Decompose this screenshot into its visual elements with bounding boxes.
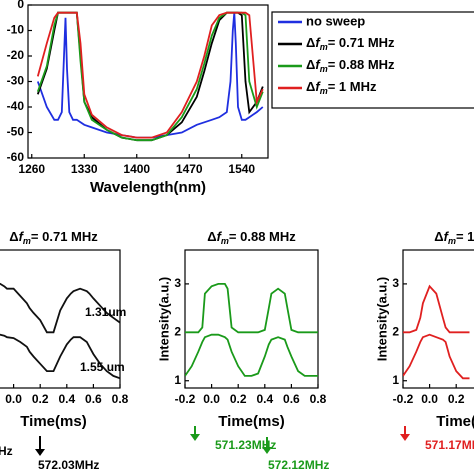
x-tick-label: 1260 <box>18 162 45 176</box>
series-line <box>403 333 470 380</box>
y-tick-label: 0 <box>17 0 24 11</box>
plot-frame <box>184 249 319 389</box>
x-tick-label: 0.2 <box>448 392 465 406</box>
series-line <box>36 12 264 139</box>
x-tick-label: 0.0 <box>203 392 220 406</box>
x-axis-label: Time(ms) <box>218 413 284 430</box>
annotation: 572.03MHz <box>38 458 99 472</box>
x-axis-label: Time(ms) <box>436 413 474 430</box>
x-tick-label: 0.6 <box>85 392 102 406</box>
legend-label: Δfm= 1 MHz <box>306 79 377 96</box>
legend-box <box>271 11 474 109</box>
series-line <box>36 11 264 142</box>
x-axis-label: Wavelength(nm) <box>90 179 206 196</box>
series-line <box>36 11 264 139</box>
series-line <box>0 282 120 334</box>
x-tick-label: 0.2 <box>32 392 49 406</box>
y-tick-label: 2 <box>392 324 399 338</box>
arrows <box>35 426 410 456</box>
series-line <box>0 333 120 380</box>
series-line <box>185 283 318 334</box>
plot-frame <box>0 249 121 389</box>
legend-label: Δfm= 0.71 MHz <box>306 35 395 52</box>
x-tick-label: 0.2 <box>230 392 247 406</box>
plot-frame <box>27 4 269 159</box>
y-tick-label: 2 <box>174 324 181 338</box>
y-tick-label: -30 <box>7 74 25 88</box>
annotation: 1.31um <box>85 305 126 319</box>
x-tick-label: 0.0 <box>5 392 22 406</box>
y-tick-label: 1 <box>174 373 181 387</box>
x-axis-label: Time(ms) <box>20 413 86 430</box>
x-tick-label: 1400 <box>123 162 150 176</box>
y-tick-label: -50 <box>7 125 25 139</box>
legend-label: Δfm= 0.88 MHz <box>306 57 395 74</box>
panel-title: Δfm= 1 MHz <box>434 229 474 246</box>
y-tick-label: -60 <box>7 150 25 164</box>
series-line <box>185 333 318 377</box>
x-tick-label: 0.6 <box>283 392 300 406</box>
x-tick-label: 1330 <box>71 162 98 176</box>
annotation: 1.55 um <box>80 360 125 374</box>
annotation: 571.17MHz <box>425 438 474 452</box>
plot-frame <box>402 249 474 389</box>
annotation: 572.12MHz <box>268 458 329 472</box>
x-tick-label: 0.4 <box>58 392 75 406</box>
y-axis-label: Intensity(a.u.) <box>374 277 389 362</box>
y-axis-label: Intensity(a.u.) <box>156 277 171 362</box>
x-tick-label: 0.8 <box>112 392 129 406</box>
x-tick-label: 0.8 <box>310 392 327 406</box>
y-tick-label: 3 <box>392 276 399 290</box>
series-line <box>36 11 264 142</box>
x-tick-label: 1470 <box>176 162 203 176</box>
y-tick-label: 1 <box>392 373 399 387</box>
x-tick-label: -0.2 <box>175 392 196 406</box>
x-tick-label: -0.2 <box>393 392 414 406</box>
panel-title: Δfm= 0.88 MHz <box>207 229 296 246</box>
x-tick-label: 1540 <box>228 162 255 176</box>
y-tick-label: -40 <box>7 99 25 113</box>
panel-title: Δfm= 0.71 MHz <box>9 229 98 246</box>
legend-label: no sweep <box>306 13 365 28</box>
y-tick-label: -10 <box>7 23 25 37</box>
x-tick-label: 0.4 <box>256 392 273 406</box>
annotation: MHz <box>0 444 13 458</box>
series-line <box>403 284 470 334</box>
x-tick-label: 0.0 <box>421 392 438 406</box>
annotation: 571.23MHz <box>215 438 276 452</box>
y-tick-label: 3 <box>174 276 181 290</box>
y-tick-label: -20 <box>7 48 25 62</box>
